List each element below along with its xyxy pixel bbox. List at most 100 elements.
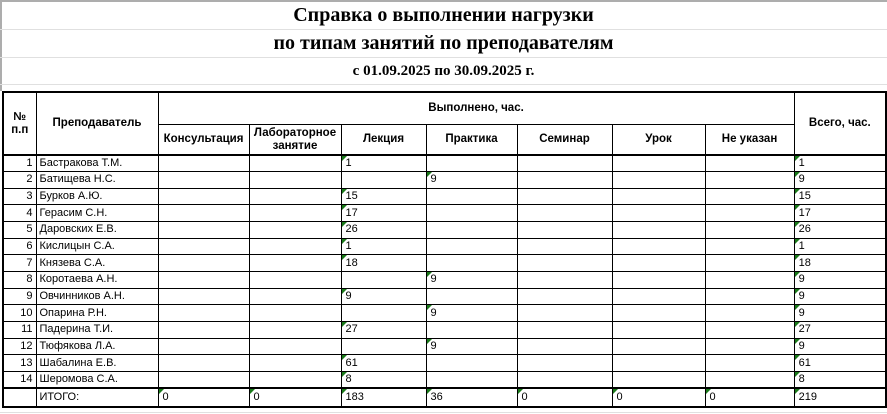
teacher-name-cell[interactable]: Шабалина Е.В. xyxy=(35,354,159,372)
urok-cell[interactable] xyxy=(611,354,706,372)
urok-cell[interactable] xyxy=(611,320,706,339)
lecture-cell[interactable]: 15 xyxy=(340,187,427,206)
not-specified-cell[interactable] xyxy=(704,304,795,322)
seminar-cell[interactable] xyxy=(516,187,613,206)
urok-cell[interactable] xyxy=(611,237,706,256)
not-specified-cell[interactable] xyxy=(704,237,795,256)
consultation-cell[interactable] xyxy=(157,254,250,272)
seminar-cell[interactable] xyxy=(516,254,613,272)
teacher-name-cell[interactable]: Батищева Н.С. xyxy=(35,171,159,189)
lecture-cell[interactable]: 27 xyxy=(340,320,427,339)
totals-urok-cell[interactable]: 0 xyxy=(611,386,706,408)
row-total-cell[interactable]: 15 xyxy=(793,187,887,206)
totals-lab-cell[interactable]: 0 xyxy=(248,386,342,408)
lab-cell[interactable] xyxy=(248,337,342,356)
practice-cell[interactable]: 9 xyxy=(425,304,518,322)
lecture-cell[interactable]: 9 xyxy=(340,287,427,306)
lecture-cell[interactable]: 1 xyxy=(340,154,427,173)
consultation-cell[interactable] xyxy=(157,237,250,256)
row-total-cell[interactable]: 26 xyxy=(793,221,887,239)
consultation-cell[interactable] xyxy=(157,354,250,372)
row-total-cell[interactable]: 9 xyxy=(793,304,887,322)
lab-cell[interactable] xyxy=(248,304,342,322)
row-total-cell[interactable]: 1 xyxy=(793,237,887,256)
consultation-cell[interactable] xyxy=(157,287,250,306)
totals-consultation-cell[interactable]: 0 xyxy=(157,386,250,408)
not-specified-cell[interactable] xyxy=(704,221,795,239)
row-number-cell[interactable]: 6 xyxy=(2,237,37,256)
lecture-cell[interactable] xyxy=(340,337,427,356)
row-number-cell[interactable]: 13 xyxy=(2,354,37,372)
lab-cell[interactable] xyxy=(248,254,342,272)
not-specified-cell[interactable] xyxy=(704,287,795,306)
lab-cell[interactable] xyxy=(248,270,342,289)
lab-cell[interactable] xyxy=(248,237,342,256)
lab-cell[interactable] xyxy=(248,370,342,389)
teacher-name-cell[interactable]: Коротаева А.Н. xyxy=(35,270,159,289)
not-specified-cell[interactable] xyxy=(704,270,795,289)
not-specified-cell[interactable] xyxy=(704,171,795,189)
seminar-cell[interactable] xyxy=(516,154,613,173)
seminar-cell[interactable] xyxy=(516,337,613,356)
lecture-cell[interactable]: 1 xyxy=(340,237,427,256)
teacher-name-cell[interactable]: Даровских Е.В. xyxy=(35,221,159,239)
lecture-cell[interactable] xyxy=(340,270,427,289)
teacher-name-cell[interactable]: Шеромова С.А. xyxy=(35,370,159,389)
row-total-cell[interactable]: 27 xyxy=(793,320,887,339)
row-total-cell[interactable]: 8 xyxy=(793,370,887,389)
row-number-cell[interactable]: 5 xyxy=(2,221,37,239)
practice-cell[interactable]: 9 xyxy=(425,337,518,356)
lab-cell[interactable] xyxy=(248,154,342,173)
lab-cell[interactable] xyxy=(248,187,342,206)
totals-label-cell[interactable]: ИТОГО: xyxy=(35,386,159,408)
row-number-cell[interactable]: 1 xyxy=(2,154,37,173)
urok-cell[interactable] xyxy=(611,204,706,223)
row-number-cell[interactable]: 3 xyxy=(2,187,37,206)
seminar-cell[interactable] xyxy=(516,171,613,189)
row-number-cell[interactable]: 8 xyxy=(2,270,37,289)
row-total-cell[interactable]: 9 xyxy=(793,171,887,189)
urok-cell[interactable] xyxy=(611,254,706,272)
not-specified-cell[interactable] xyxy=(704,354,795,372)
not-specified-cell[interactable] xyxy=(704,154,795,173)
practice-cell[interactable] xyxy=(425,221,518,239)
consultation-cell[interactable] xyxy=(157,154,250,173)
practice-cell[interactable]: 9 xyxy=(425,270,518,289)
lab-cell[interactable] xyxy=(248,287,342,306)
row-number-cell[interactable]: 2 xyxy=(2,171,37,189)
row-number-cell[interactable]: 4 xyxy=(2,204,37,223)
totals-lecture-cell[interactable]: 183 xyxy=(340,386,427,408)
practice-cell[interactable] xyxy=(425,354,518,372)
row-number-cell[interactable]: 7 xyxy=(2,254,37,272)
urok-cell[interactable] xyxy=(611,171,706,189)
seminar-cell[interactable] xyxy=(516,204,613,223)
row-total-cell[interactable]: 1 xyxy=(793,154,887,173)
row-total-cell[interactable]: 61 xyxy=(793,354,887,372)
lab-cell[interactable] xyxy=(248,320,342,339)
seminar-cell[interactable] xyxy=(516,304,613,322)
totals-row-number-cell[interactable] xyxy=(2,386,37,408)
consultation-cell[interactable] xyxy=(157,370,250,389)
seminar-cell[interactable] xyxy=(516,237,613,256)
urok-cell[interactable] xyxy=(611,370,706,389)
teacher-name-cell[interactable]: Кислицын С.А. xyxy=(35,237,159,256)
row-number-cell[interactable]: 12 xyxy=(2,337,37,356)
row-total-cell[interactable]: 9 xyxy=(793,287,887,306)
practice-cell[interactable] xyxy=(425,320,518,339)
not-specified-cell[interactable] xyxy=(704,370,795,389)
consultation-cell[interactable] xyxy=(157,204,250,223)
urok-cell[interactable] xyxy=(611,337,706,356)
row-number-cell[interactable]: 10 xyxy=(2,304,37,322)
urok-cell[interactable] xyxy=(611,187,706,206)
teacher-name-cell[interactable]: Бастракова Т.М. xyxy=(35,154,159,173)
lab-cell[interactable] xyxy=(248,354,342,372)
urok-cell[interactable] xyxy=(611,270,706,289)
not-specified-cell[interactable] xyxy=(704,320,795,339)
practice-cell[interactable] xyxy=(425,287,518,306)
consultation-cell[interactable] xyxy=(157,304,250,322)
seminar-cell[interactable] xyxy=(516,370,613,389)
consultation-cell[interactable] xyxy=(157,187,250,206)
practice-cell[interactable] xyxy=(425,237,518,256)
consultation-cell[interactable] xyxy=(157,337,250,356)
practice-cell[interactable]: 9 xyxy=(425,171,518,189)
